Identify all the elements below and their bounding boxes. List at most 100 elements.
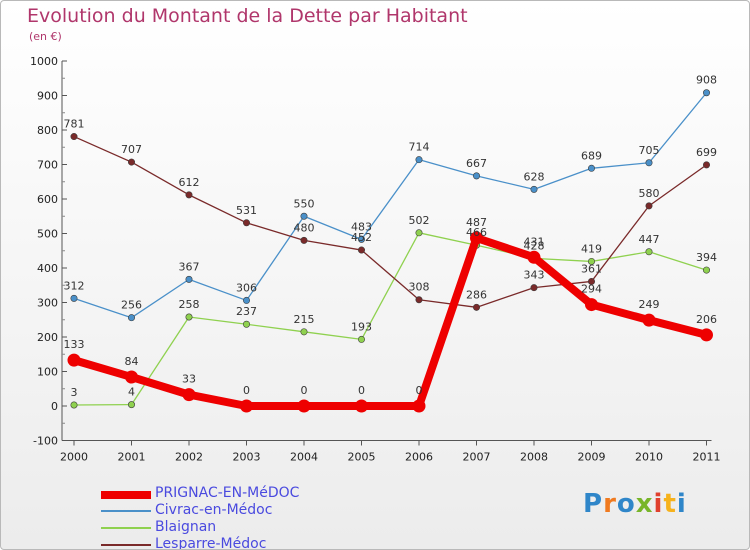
- data-label: 502: [409, 214, 430, 227]
- data-label: 4: [128, 386, 135, 399]
- y-tick-label: 900: [37, 90, 58, 103]
- logo-letter: P: [583, 489, 604, 519]
- data-label: 343: [524, 269, 545, 282]
- data-label: 312: [64, 279, 85, 292]
- data-point: [128, 401, 136, 409]
- data-label: 452: [351, 231, 372, 244]
- data-label: 3: [71, 386, 78, 399]
- data-label: 487: [466, 216, 487, 229]
- x-tick-label: 2011: [693, 451, 721, 464]
- data-label: 249: [639, 298, 660, 311]
- data-label: 133: [64, 338, 85, 351]
- data-point: [530, 185, 538, 193]
- data-point: [357, 235, 365, 243]
- x-tick-label: 2003: [233, 451, 261, 464]
- data-point: [415, 156, 423, 164]
- y-tick-label: 200: [37, 331, 58, 344]
- data-point: [240, 399, 253, 413]
- data-point: [645, 159, 653, 167]
- data-point: [355, 399, 368, 413]
- data-point: [645, 202, 653, 210]
- data-label: 699: [696, 146, 717, 159]
- legend-swatch-prignac: [101, 491, 151, 499]
- legend-label-lesparre: Lesparre-Médoc: [155, 536, 267, 550]
- data-point: [70, 133, 78, 141]
- y-tick-label: 0: [51, 400, 58, 413]
- series-line: [73, 232, 708, 406]
- data-label: 394: [696, 251, 717, 264]
- logo-letter: i: [653, 489, 664, 519]
- data-point: [415, 229, 423, 237]
- x-tick-label: 2001: [118, 451, 146, 464]
- logo-letter: t: [663, 489, 677, 519]
- data-label: 361: [581, 262, 602, 275]
- y-tick-label: 600: [37, 193, 58, 206]
- data-label: 466: [466, 226, 487, 239]
- data-point: [470, 231, 483, 245]
- data-label: 286: [466, 288, 487, 301]
- y-tick-label: 400: [37, 262, 58, 275]
- data-point: [128, 158, 136, 166]
- chart-unit-label: (en €): [29, 30, 62, 43]
- data-label: 206: [696, 313, 717, 326]
- data-point: [357, 335, 365, 343]
- data-label: 0: [358, 384, 365, 397]
- data-point: [185, 275, 193, 283]
- data-point: [527, 250, 541, 264]
- data-point: [70, 294, 78, 302]
- data-label: 367: [179, 260, 200, 273]
- data-label: 483: [351, 220, 372, 233]
- x-tick-label: 2007: [463, 451, 491, 464]
- data-label: 707: [121, 143, 142, 156]
- data-label: 447: [639, 233, 660, 246]
- data-label: 908: [696, 74, 717, 87]
- data-point: [243, 219, 251, 227]
- data-point: [585, 298, 598, 312]
- data-label: 193: [351, 320, 372, 333]
- data-label: 419: [581, 242, 602, 255]
- data-label: 294: [581, 283, 602, 296]
- data-label: 215: [294, 313, 315, 326]
- data-label: 0: [301, 384, 308, 397]
- data-label: 0: [243, 384, 250, 397]
- legend-swatch-blaignan: [101, 527, 151, 529]
- data-label: 84: [125, 355, 139, 368]
- data-point: [67, 353, 81, 367]
- data-label: 258: [179, 298, 200, 311]
- data-label: 689: [581, 149, 602, 162]
- data-point: [472, 303, 480, 311]
- legend-label-blaignan: Blaignan: [155, 519, 217, 535]
- data-label: 714: [409, 141, 430, 154]
- data-point: [125, 370, 138, 384]
- data-point: [587, 164, 595, 172]
- data-label: 667: [466, 157, 487, 170]
- data-point: [185, 313, 193, 321]
- y-tick-label: -100: [33, 435, 58, 448]
- data-label: 705: [639, 144, 660, 157]
- chart-data-labels: 312 256 367 306 550 483 714 667 628 689 705 908 3 4 25…: [64, 74, 718, 399]
- data-point: [702, 89, 710, 97]
- data-point: [587, 257, 595, 265]
- data-point: [702, 266, 710, 274]
- logo-letter: x: [635, 489, 654, 519]
- data-label: 480: [294, 221, 315, 234]
- data-label: 550: [294, 197, 315, 210]
- x-tick-label: 2004: [290, 451, 318, 464]
- x-tick-label: 2000: [60, 451, 88, 464]
- data-label: 531: [236, 204, 257, 217]
- series-line: [70, 233, 711, 410]
- data-point: [702, 161, 710, 169]
- data-point: [412, 399, 426, 413]
- y-tick-label: 800: [37, 124, 58, 137]
- data-label: 33: [182, 373, 196, 386]
- data-point: [700, 328, 713, 342]
- data-point: [530, 284, 538, 292]
- data-point: [128, 314, 136, 322]
- series-line: [73, 135, 708, 308]
- data-point: [300, 212, 308, 220]
- y-tick-label: 1000: [30, 55, 58, 68]
- x-tick-label: 2009: [578, 451, 606, 464]
- chart-title: Evolution du Montant de la Dette par Hab…: [27, 5, 468, 27]
- data-label: 256: [121, 299, 142, 312]
